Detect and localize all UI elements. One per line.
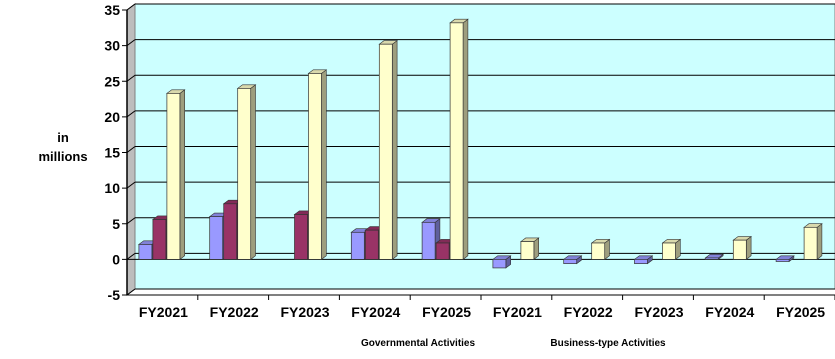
bar-side-s2-c4 <box>462 18 469 260</box>
bar-s0-c3 <box>350 231 365 260</box>
y-tick-label-5: 20 <box>104 109 120 125</box>
y-tick-label-3: 10 <box>104 180 120 196</box>
x-tick-label-5: FY2021 <box>493 304 542 320</box>
y-tick-label-6: 25 <box>104 73 120 89</box>
y-tick-label-8: 35 <box>104 2 120 18</box>
bar-side-s2-c2 <box>321 69 327 260</box>
bar-s1-c4 <box>435 242 450 260</box>
x-tick-label-8: FY2024 <box>705 304 754 320</box>
group-label-1: Business-type Activities <box>550 338 666 349</box>
bar-s0-c0 <box>138 244 153 260</box>
y-tick-label-1: 0 <box>112 251 120 267</box>
x-tick-label-4: FY2025 <box>422 304 471 320</box>
bar-s2-c4 <box>449 22 464 260</box>
x-tick-label-6: FY2022 <box>564 304 613 320</box>
bar-s0-c5 <box>492 259 507 269</box>
x-tick-label-9: FY2025 <box>776 304 825 320</box>
y-tick-label-2: 5 <box>112 216 120 232</box>
y-tick-label-4: 15 <box>104 145 120 161</box>
bar-s0-c8 <box>704 257 719 260</box>
gridline-depth-4 <box>126 146 136 153</box>
gridline-depth-5 <box>126 110 136 118</box>
bar-s2-c9 <box>803 226 818 260</box>
gridline-depth-2 <box>126 217 136 225</box>
bar-s0-c7 <box>634 259 648 265</box>
x-tick-label-7: FY2023 <box>634 304 683 320</box>
bar-s2-c6 <box>591 242 606 260</box>
y-axis-label-line1: in <box>57 130 69 145</box>
bar-s1-c3 <box>364 229 379 260</box>
bar-s2-c5 <box>520 241 535 260</box>
gridline-depth-6 <box>126 74 136 82</box>
x-tick-label-0: FY2021 <box>139 304 188 320</box>
bar-s0-c4 <box>421 221 436 260</box>
gridline-depth-0 <box>126 288 136 296</box>
x-tick-label-2: FY2023 <box>280 304 329 320</box>
x-tick-label-1: FY2022 <box>210 304 259 320</box>
bar-s0-c1 <box>209 216 224 260</box>
bar-s2-c3 <box>378 43 393 260</box>
bar-side-s2-c0 <box>179 89 185 260</box>
gridline-depth-1 <box>126 252 136 260</box>
bar-s1-c1 <box>223 203 238 260</box>
gridline-depth-7 <box>126 39 136 47</box>
bar-s2-c2 <box>308 73 322 260</box>
y-tick-label-7: 30 <box>104 38 120 54</box>
bar-s2-c7 <box>662 242 676 260</box>
gridline-depth-8 <box>126 3 136 11</box>
bar-s2-c8 <box>732 239 747 260</box>
bar-s0-c9 <box>775 259 790 262</box>
bar-side-s2-c9 <box>816 223 823 260</box>
bar-s1-c0 <box>152 219 167 260</box>
x-tick-label-3: FY2024 <box>351 304 400 320</box>
bar-s1-c2 <box>294 214 308 260</box>
group-label-0: Governmental Activities <box>361 338 476 349</box>
gridline-depth-3 <box>126 181 136 189</box>
bar-s2-c0 <box>166 93 181 260</box>
bar-side-s2-c1 <box>250 84 256 260</box>
bar-side-s2-c3 <box>391 39 398 260</box>
y-axis-label: in millions <box>28 128 98 166</box>
bar-s0-c6 <box>563 259 578 265</box>
y-tick-label-0: -5 <box>108 287 121 303</box>
y-axis-label-line2: millions <box>38 149 88 164</box>
bar-s2-c1 <box>237 88 252 260</box>
